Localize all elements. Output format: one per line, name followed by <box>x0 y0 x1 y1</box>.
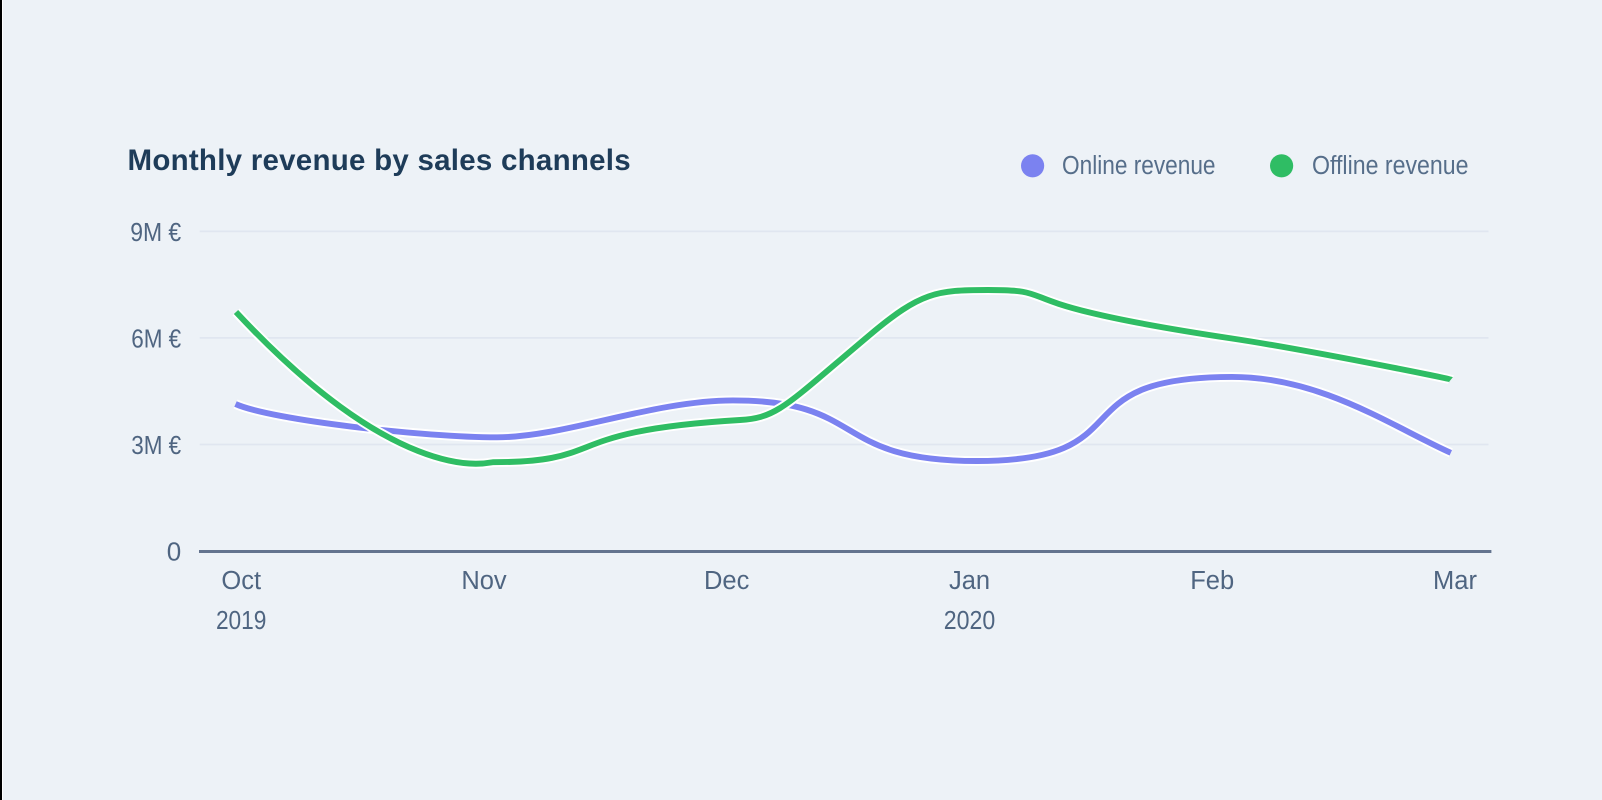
svg-text:Jan: Jan <box>949 567 990 595</box>
svg-text:Oct: Oct <box>221 567 261 595</box>
svg-text:6M €: 6M € <box>131 323 181 353</box>
svg-text:Feb: Feb <box>1190 567 1234 595</box>
svg-text:9M €: 9M € <box>130 217 181 247</box>
svg-text:3M €: 3M € <box>131 430 181 460</box>
svg-text:2020: 2020 <box>944 607 996 635</box>
svg-text:Online revenue: Online revenue <box>1062 152 1216 180</box>
svg-text:Nov: Nov <box>461 567 507 595</box>
svg-text:2019: 2019 <box>216 607 267 635</box>
svg-text:Dec: Dec <box>704 567 750 595</box>
svg-text:0: 0 <box>167 537 181 567</box>
svg-text:Mar: Mar <box>1433 567 1477 595</box>
svg-text:Offline revenue: Offline revenue <box>1312 152 1469 180</box>
svg-text:Monthly revenue by sales chann: Monthly revenue by sales channels <box>128 144 631 177</box>
